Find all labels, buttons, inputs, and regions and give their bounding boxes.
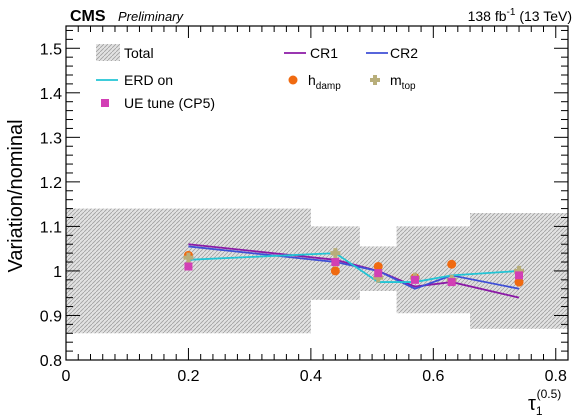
y-tick-label: 1.2 <box>40 175 62 192</box>
legend-label-cr2: CR2 <box>390 45 418 61</box>
y-tick-label: 0.9 <box>40 308 62 325</box>
legend-swatch-m-top <box>370 75 380 85</box>
total-band-segment-3 <box>396 226 471 314</box>
y-tick-label: 1 <box>53 264 62 281</box>
series-point-m-top-0 <box>183 252 194 263</box>
x-axis-title: τ1 (0.5) <box>528 387 561 416</box>
x-tick-label: 0.2 <box>177 368 199 385</box>
x-tick-label: 0.8 <box>545 368 567 385</box>
series-lines <box>188 243 520 299</box>
legend-label-h-damp: hdamp <box>308 72 341 92</box>
y-tick-label: 1.4 <box>40 86 62 103</box>
legend-label-cr1: CR1 <box>310 45 338 61</box>
legend-label-sub: damp <box>316 81 341 92</box>
legend: Total CR1 CR2 ERD on hdamp mtop UE tune (CP5) <box>96 44 418 111</box>
legend-label-main: Total <box>124 45 154 61</box>
x-tick-label: 0 <box>62 368 71 385</box>
x-tick-label: 0.4 <box>300 368 322 385</box>
axis-tick-labels: 0 0.2 0.4 0.6 0.8 0.8 0.9 1 1.1 1.2 1.3 1.4 1.5 <box>40 41 567 385</box>
y-tick-label: 0.8 <box>40 353 62 370</box>
y-tick-label: 1.3 <box>40 130 62 147</box>
legend-label-sub: top <box>402 81 416 92</box>
y-axis-title: Variation/nominal <box>5 119 27 272</box>
lumi-value: 138 fb <box>468 8 507 24</box>
series-point-h-damp-4 <box>447 259 457 269</box>
lumi-exponent: -1 <box>507 7 516 18</box>
legend-label-main: h <box>308 72 316 88</box>
series-line-cr1 <box>188 243 520 299</box>
legend-label-main: ERD on <box>124 72 173 88</box>
x-axis-title-base: τ <box>528 393 536 415</box>
series-point-ue-tune-cp5-4 <box>447 278 456 287</box>
experiment-label: CMS <box>70 8 106 25</box>
series-point-ue-tune-cp5-3 <box>410 275 419 284</box>
total-uncertainty-band <box>66 208 568 334</box>
legend-swatch-ue-tune-cp5 <box>101 99 109 107</box>
legend-label-m-top: mtop <box>390 72 416 92</box>
plot-frame <box>65 25 569 361</box>
series-point-ue-tune-cp5-5 <box>515 271 524 280</box>
series-point-m-top-5 <box>514 265 525 276</box>
y-tick-label: 1.1 <box>40 219 62 236</box>
legend-swatch-total <box>96 44 120 61</box>
legend-label-total: Total <box>124 45 154 61</box>
series-point-h-damp-2 <box>373 261 383 271</box>
lumi-energy: (13 TeV) <box>515 8 572 24</box>
series-point-ue-tune-cp5-1 <box>331 258 340 267</box>
x-tick-label: 0.6 <box>422 368 444 385</box>
axis-ticks <box>65 26 568 361</box>
legend-label-main: m <box>390 72 402 88</box>
series-point-m-top-2 <box>373 272 384 283</box>
total-band-segment-0 <box>66 208 311 334</box>
series-line-cr2 <box>188 245 520 290</box>
legend-swatch-h-damp <box>288 75 298 85</box>
legend-label-main: UE tune (CP5) <box>124 95 215 111</box>
x-axis-title-sup: (0.5) <box>537 387 562 401</box>
legend-label-main: CR1 <box>310 45 338 61</box>
luminosity-label: 138 fb-1 (13 TeV) <box>468 7 572 24</box>
legend-label-main: CR2 <box>390 45 418 61</box>
status-label: Preliminary <box>118 9 185 24</box>
series-point-h-damp-1 <box>330 266 340 276</box>
series-point-ue-tune-cp5-0 <box>184 262 193 271</box>
series-point-m-top-1 <box>330 248 341 259</box>
series-markers <box>183 248 525 287</box>
x-axis-title-sub: 1 <box>536 404 543 416</box>
series-line-erd-on <box>188 252 520 283</box>
series-point-h-damp-5 <box>514 277 524 287</box>
series-point-ue-tune-cp5-2 <box>374 269 383 278</box>
y-tick-label: 1.5 <box>40 41 62 58</box>
legend-label-erd-on: ERD on <box>124 72 173 88</box>
legend-label-ue-tune-cp5: UE tune (CP5) <box>124 95 215 111</box>
